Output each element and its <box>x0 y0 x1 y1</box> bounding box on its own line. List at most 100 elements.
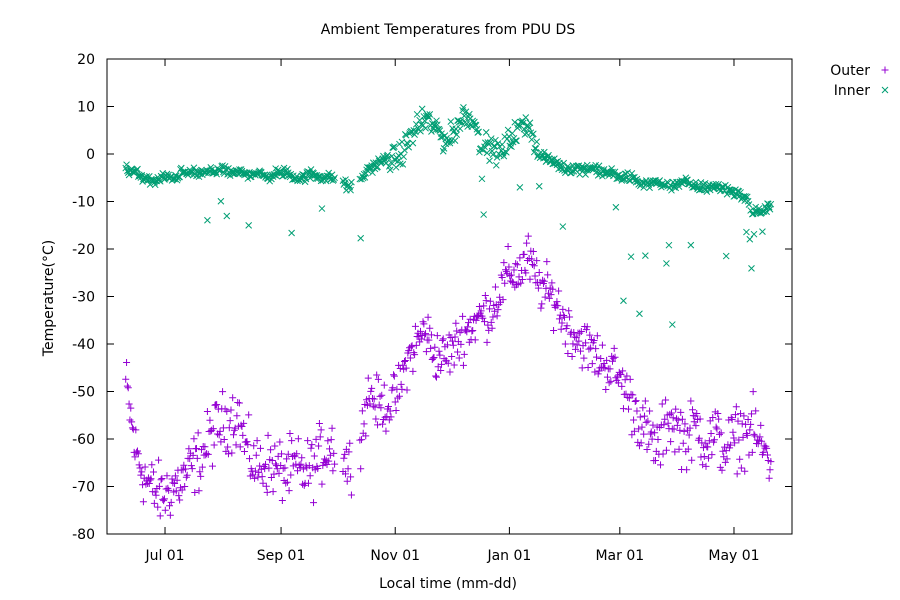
outer-point <box>210 441 218 449</box>
outer-point <box>667 409 675 417</box>
outer-point <box>504 242 512 250</box>
outer-point <box>157 476 165 484</box>
outer-point <box>750 430 758 438</box>
outer-point <box>385 416 393 424</box>
outer-point <box>432 373 440 381</box>
outer-point <box>324 437 332 445</box>
outer-point <box>439 335 447 343</box>
inner-point <box>369 169 376 177</box>
outer-point <box>167 498 175 506</box>
inner-point <box>504 126 512 134</box>
outer-point <box>190 435 198 443</box>
outer-point <box>607 377 615 385</box>
outer-point <box>256 462 264 470</box>
inner-point <box>595 162 603 170</box>
outer-point <box>756 433 764 441</box>
outer-point <box>468 327 476 335</box>
outer-point <box>329 467 337 475</box>
inner-point <box>493 154 501 161</box>
outer-point <box>216 427 224 435</box>
outer-point <box>555 287 563 295</box>
inner-point <box>742 193 749 200</box>
outer-point <box>278 496 286 504</box>
outer-point <box>310 452 318 460</box>
outer-point <box>501 279 509 287</box>
outer-point <box>390 372 398 380</box>
inner-point <box>361 174 369 181</box>
outer-point <box>251 467 259 475</box>
inner-point <box>385 154 392 162</box>
outer-point <box>576 329 584 337</box>
outer-point <box>318 480 326 488</box>
outer-point <box>734 417 742 425</box>
outer-point <box>307 444 315 452</box>
outer-point <box>150 499 158 507</box>
inner-point <box>627 253 635 261</box>
outer-point <box>267 446 275 454</box>
outer-point <box>203 450 211 458</box>
outer-point <box>743 431 751 439</box>
outer-point <box>666 410 674 418</box>
outer-point <box>262 482 270 490</box>
outer-point <box>368 384 376 392</box>
inner-point <box>522 114 530 121</box>
outer-point <box>175 492 183 500</box>
outer-point <box>702 462 710 470</box>
outer-point <box>732 403 740 411</box>
outer-point <box>358 436 366 444</box>
inner-point <box>540 148 548 156</box>
outer-point <box>554 302 562 310</box>
outer-point <box>297 460 305 468</box>
outer-point <box>744 416 752 424</box>
outer-point <box>272 460 280 468</box>
outer-point <box>426 324 434 332</box>
inner-point <box>472 122 480 129</box>
outer-point <box>588 360 596 368</box>
outer-point <box>570 328 578 336</box>
outer-point <box>215 431 223 439</box>
outer-point <box>573 341 581 349</box>
outer-point <box>662 396 670 404</box>
outer-point <box>189 451 197 459</box>
outer-point <box>628 431 636 439</box>
outer-point <box>678 415 686 423</box>
outer-point <box>571 345 579 353</box>
outer-point <box>651 457 659 465</box>
y-tick-label: 20 <box>77 52 95 68</box>
outer-point <box>516 254 524 262</box>
inner-point <box>745 201 753 208</box>
inner-point <box>479 146 487 154</box>
outer-point <box>471 336 479 344</box>
outer-point <box>298 454 306 462</box>
outer-point <box>689 406 697 414</box>
outer-point <box>687 397 695 405</box>
outer-point <box>176 496 184 504</box>
outer-point <box>279 464 287 472</box>
outer-point <box>639 404 647 412</box>
outer-point <box>548 279 556 287</box>
outer-point <box>360 420 368 428</box>
inner-point <box>619 176 626 183</box>
outer-point <box>505 263 513 271</box>
outer-point <box>254 473 262 481</box>
outer-point <box>585 345 593 353</box>
outer-point <box>457 340 465 348</box>
outer-point <box>661 415 669 423</box>
outer-point <box>387 413 395 421</box>
outer-point <box>594 370 602 378</box>
outer-point <box>342 470 350 478</box>
inner-point <box>489 151 497 158</box>
inner-point <box>679 178 687 185</box>
outer-point <box>239 431 247 439</box>
outer-point <box>499 296 507 304</box>
inner-point <box>386 166 394 174</box>
outer-point <box>555 315 563 323</box>
outer-point <box>308 441 316 449</box>
outer-point <box>384 403 392 411</box>
outer-point <box>482 297 490 305</box>
outer-point <box>196 468 204 476</box>
outer-point <box>598 341 606 349</box>
outer-point <box>276 438 284 446</box>
y-tick-label: -40 <box>72 337 95 353</box>
inner-point <box>306 174 314 182</box>
